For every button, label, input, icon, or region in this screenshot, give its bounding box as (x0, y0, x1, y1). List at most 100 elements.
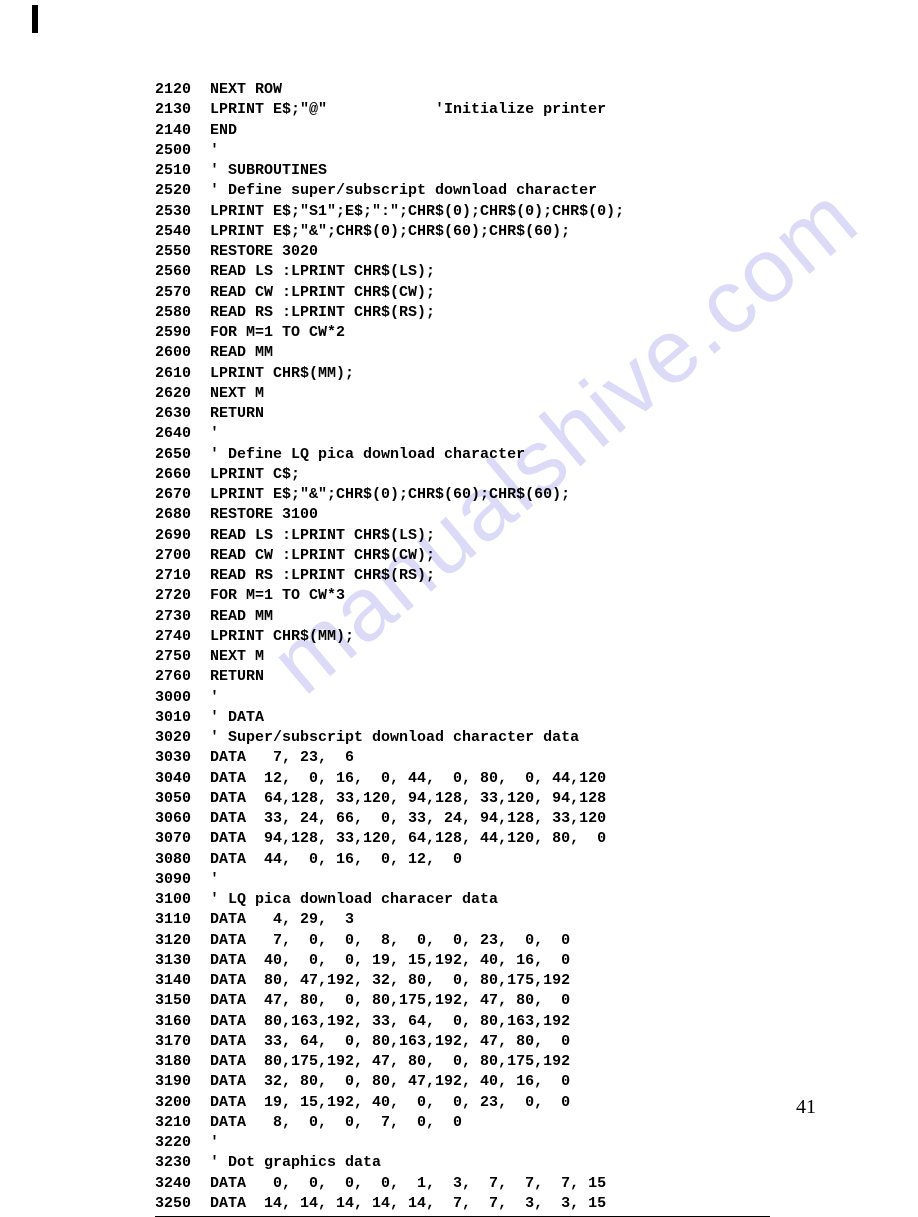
line-number: 2560 (155, 262, 201, 282)
line-number: 2600 (155, 343, 201, 363)
line-text: RESTORE 3100 (210, 506, 318, 523)
line-text: DATA 12, 0, 16, 0, 44, 0, 80, 0, 44,120 (210, 770, 606, 787)
line-text: DATA 14, 14, 14, 14, 14, 7, 7, 3, 3, 15 (210, 1195, 606, 1212)
line-number: 2730 (155, 607, 201, 627)
code-line: 3020 ' Super/subscript download characte… (155, 728, 828, 748)
line-text: READ RS :LPRINT CHR$(RS); (210, 567, 435, 584)
line-text: ' (210, 689, 219, 706)
code-line: 2580 READ RS :LPRINT CHR$(RS); (155, 303, 828, 323)
code-line: 3170 DATA 33, 64, 0, 80,163,192, 47, 80,… (155, 1032, 828, 1052)
code-line: 3100 ' LQ pica download characer data (155, 890, 828, 910)
line-text: ' (210, 142, 219, 159)
code-line: 2710 READ RS :LPRINT CHR$(RS); (155, 566, 828, 586)
line-number: 3030 (155, 748, 201, 768)
code-listing: 2120 NEXT ROW2130 LPRINT E$;"@" 'Initial… (0, 0, 918, 1217)
code-line: 2720 FOR M=1 TO CW*3 (155, 586, 828, 606)
code-line: 3010 ' DATA (155, 708, 828, 728)
line-text: READ LS :LPRINT CHR$(LS); (210, 527, 435, 544)
line-text: READ LS :LPRINT CHR$(LS); (210, 263, 435, 280)
line-text: ' Dot graphics data (210, 1154, 381, 1171)
code-line: 3070 DATA 94,128, 33,120, 64,128, 44,120… (155, 829, 828, 849)
line-number: 3140 (155, 971, 201, 991)
line-text: END (210, 122, 237, 139)
line-text: DATA 0, 0, 0, 0, 1, 3, 7, 7, 7, 15 (210, 1175, 606, 1192)
code-line: 3180 DATA 80,175,192, 47, 80, 0, 80,175,… (155, 1052, 828, 1072)
line-number: 3210 (155, 1113, 201, 1133)
line-number: 3010 (155, 708, 201, 728)
line-text: DATA 33, 24, 66, 0, 33, 24, 94,128, 33,1… (210, 810, 606, 827)
line-number: 2590 (155, 323, 201, 343)
line-number: 2720 (155, 586, 201, 606)
code-line: 3150 DATA 47, 80, 0, 80,175,192, 47, 80,… (155, 991, 828, 1011)
line-text: DATA 80,175,192, 47, 80, 0, 80,175,192 (210, 1053, 570, 1070)
line-text: DATA 64,128, 33,120, 94,128, 33,120, 94,… (210, 790, 606, 807)
line-text: ' LQ pica download characer data (210, 891, 498, 908)
code-line: 3040 DATA 12, 0, 16, 0, 44, 0, 80, 0, 44… (155, 769, 828, 789)
line-text: DATA 4, 29, 3 (210, 911, 354, 928)
line-number: 2660 (155, 465, 201, 485)
code-line: 2520 ' Define super/subscript download c… (155, 181, 828, 201)
line-number: 2630 (155, 404, 201, 424)
code-line: 3200 DATA 19, 15,192, 40, 0, 0, 23, 0, 0 (155, 1093, 828, 1113)
line-text: ' Define super/subscript download charac… (210, 182, 597, 199)
line-number: 2670 (155, 485, 201, 505)
line-number: 2700 (155, 546, 201, 566)
line-number: 3110 (155, 910, 201, 930)
line-number: 2140 (155, 121, 201, 141)
code-line: 2690 READ LS :LPRINT CHR$(LS); (155, 526, 828, 546)
line-number: 2540 (155, 222, 201, 242)
line-number: 3150 (155, 991, 201, 1011)
line-text: FOR M=1 TO CW*3 (210, 587, 345, 604)
code-line: 3140 DATA 80, 47,192, 32, 80, 0, 80,175,… (155, 971, 828, 991)
line-number: 2530 (155, 202, 201, 222)
code-line: 2730 READ MM (155, 607, 828, 627)
line-number: 3230 (155, 1153, 201, 1173)
code-line: 3050 DATA 64,128, 33,120, 94,128, 33,120… (155, 789, 828, 809)
line-text: DATA 94,128, 33,120, 64,128, 44,120, 80,… (210, 830, 606, 847)
line-text: RETURN (210, 668, 264, 685)
line-text: LPRINT CHR$(MM); (210, 365, 354, 382)
line-number: 2520 (155, 181, 201, 201)
line-number: 2610 (155, 364, 201, 384)
line-number: 2550 (155, 242, 201, 262)
line-text: RESTORE 3020 (210, 243, 318, 260)
line-text: RETURN (210, 405, 264, 422)
code-line: 2650 ' Define LQ pica download character (155, 445, 828, 465)
code-line: 2700 READ CW :LPRINT CHR$(CW); (155, 546, 828, 566)
code-line: 2640 ' (155, 424, 828, 444)
line-text: DATA 7, 0, 0, 8, 0, 0, 23, 0, 0 (210, 932, 570, 949)
line-text: NEXT ROW (210, 81, 282, 98)
code-line: 2760 RETURN (155, 667, 828, 687)
line-text: READ MM (210, 608, 273, 625)
line-number: 3170 (155, 1032, 201, 1052)
line-text: LPRINT E$;"&";CHR$(0);CHR$(60);CHR$(60); (210, 223, 570, 240)
code-line: 3130 DATA 40, 0, 0, 19, 15,192, 40, 16, … (155, 951, 828, 971)
code-line: 3110 DATA 4, 29, 3 (155, 910, 828, 930)
code-line: 2510 ' SUBROUTINES (155, 161, 828, 181)
code-line: 2670 LPRINT E$;"&";CHR$(0);CHR$(60);CHR$… (155, 485, 828, 505)
line-number: 2580 (155, 303, 201, 323)
code-line: 3250 DATA 14, 14, 14, 14, 14, 7, 7, 3, 3… (155, 1194, 828, 1214)
line-text: ' (210, 1134, 219, 1151)
code-line: 3220 ' (155, 1133, 828, 1153)
code-line: 3120 DATA 7, 0, 0, 8, 0, 0, 23, 0, 0 (155, 931, 828, 951)
code-line: 2600 READ MM (155, 343, 828, 363)
code-line: 3160 DATA 80,163,192, 33, 64, 0, 80,163,… (155, 1012, 828, 1032)
line-number: 3200 (155, 1093, 201, 1113)
line-number: 3020 (155, 728, 201, 748)
line-text: DATA 44, 0, 16, 0, 12, 0 (210, 851, 462, 868)
line-number: 2570 (155, 283, 201, 303)
line-number: 3160 (155, 1012, 201, 1032)
line-text: DATA 80, 47,192, 32, 80, 0, 80,175,192 (210, 972, 570, 989)
line-text: READ CW :LPRINT CHR$(CW); (210, 284, 435, 301)
line-text: LPRINT E$;"&";CHR$(0);CHR$(60);CHR$(60); (210, 486, 570, 503)
code-line: 2740 LPRINT CHR$(MM); (155, 627, 828, 647)
line-number: 2500 (155, 141, 201, 161)
line-number: 3040 (155, 769, 201, 789)
line-number: 3090 (155, 870, 201, 890)
line-number: 3060 (155, 809, 201, 829)
line-number: 2740 (155, 627, 201, 647)
line-text: DATA 80,163,192, 33, 64, 0, 80,163,192 (210, 1013, 570, 1030)
line-text: DATA 19, 15,192, 40, 0, 0, 23, 0, 0 (210, 1094, 570, 1111)
code-line: 3080 DATA 44, 0, 16, 0, 12, 0 (155, 850, 828, 870)
